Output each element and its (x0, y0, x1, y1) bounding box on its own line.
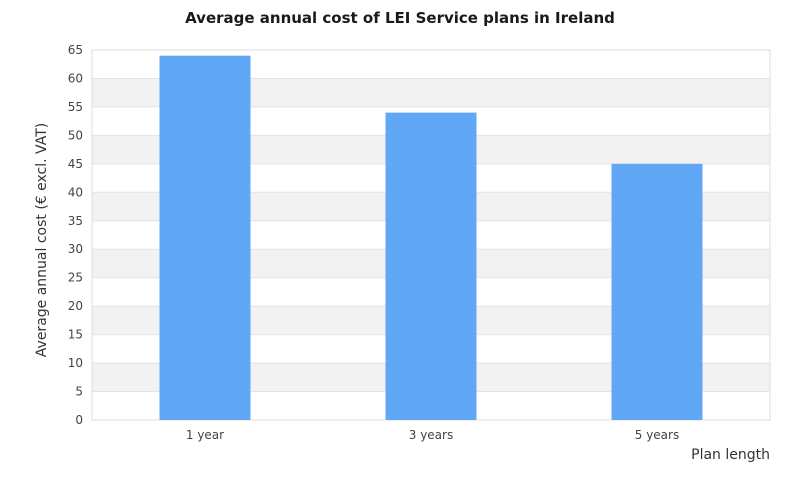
bar (611, 163, 703, 420)
y-tick-label: 30 (68, 242, 83, 256)
x-tick-label: 3 years (409, 428, 453, 442)
bars (159, 55, 703, 420)
bar (159, 55, 251, 420)
chart-title: Average annual cost of LEI Service plans… (185, 9, 615, 27)
x-tick-label: 1 year (186, 428, 224, 442)
y-tick-label: 40 (68, 185, 83, 199)
y-tick-label: 45 (68, 157, 83, 171)
y-tick-label: 25 (68, 271, 83, 285)
x-tick-labels: 1 year 3 years 5 years (186, 428, 679, 442)
y-tick-label: 15 (68, 328, 83, 342)
bar (385, 112, 477, 420)
y-tick-label: 35 (68, 214, 83, 228)
y-tick-label: 55 (68, 100, 83, 114)
y-tick-label: 20 (68, 299, 83, 313)
y-tick-label: 5 (75, 385, 83, 399)
x-axis-label: Plan length (691, 447, 770, 463)
y-tick-labels: 0 5 10 15 20 25 30 35 40 45 50 55 60 65 (68, 43, 83, 427)
y-tick-label: 50 (68, 128, 83, 142)
y-tick-label: 10 (68, 356, 83, 370)
y-tick-label: 65 (68, 43, 83, 57)
y-tick-label: 0 (75, 413, 83, 427)
y-tick-label: 60 (68, 71, 83, 85)
x-tick-label: 5 years (635, 428, 679, 442)
y-axis-label: Average annual cost (€ excl. VAT) (34, 123, 50, 357)
